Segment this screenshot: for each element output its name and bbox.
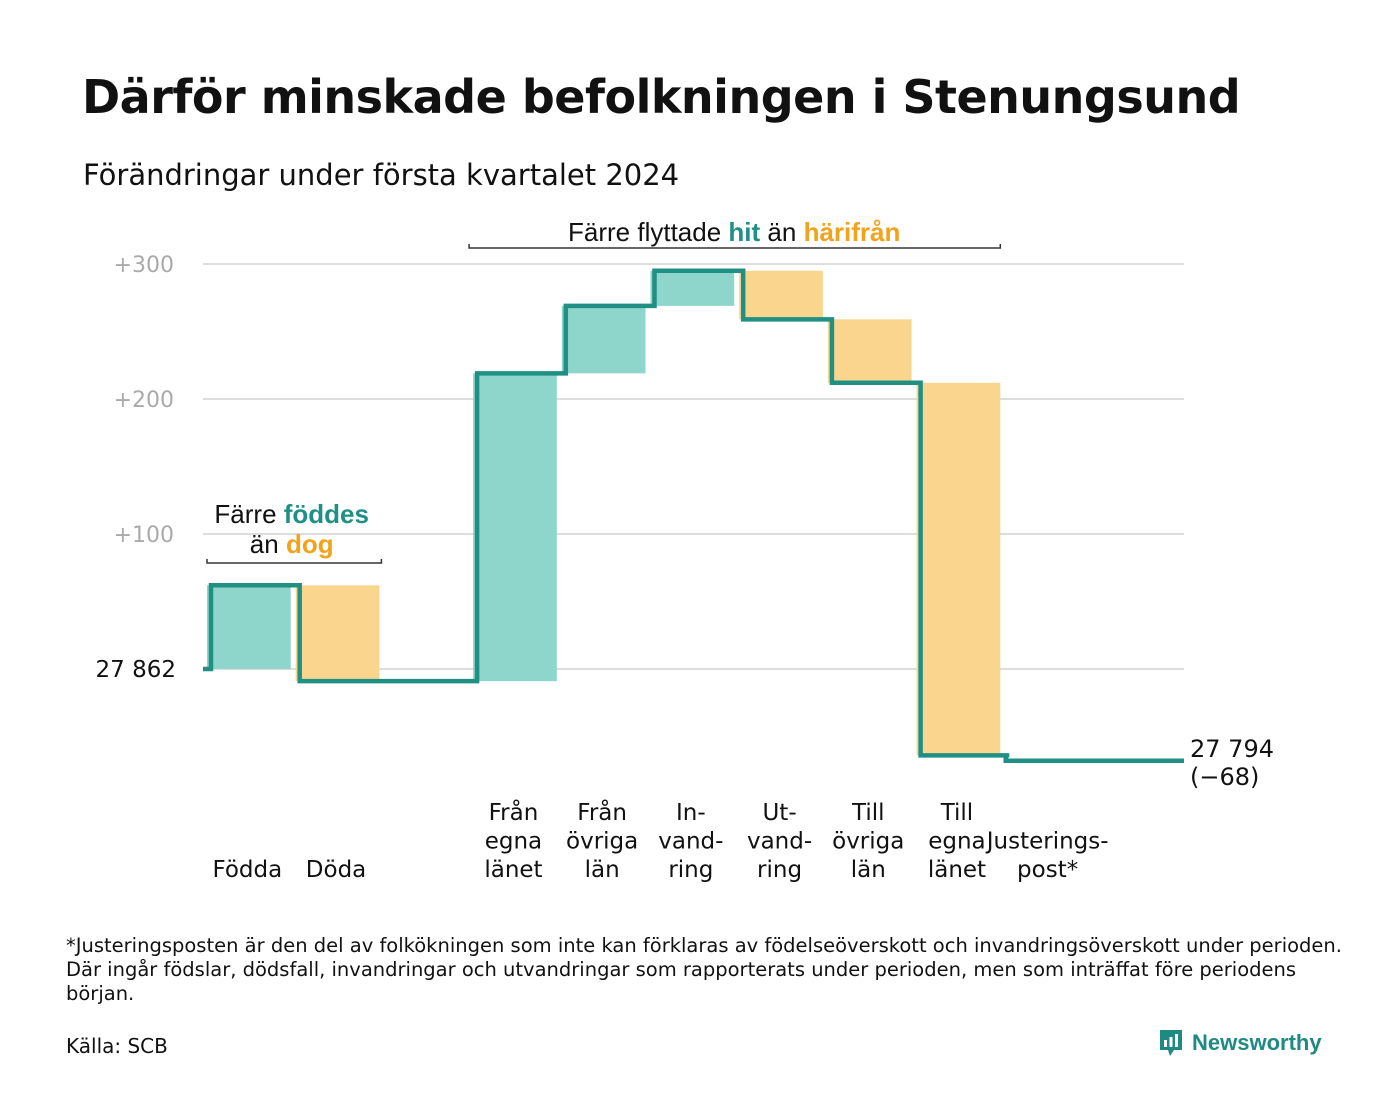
annotation-text-part: Färre flyttade xyxy=(568,217,728,247)
chart-subtitle: Förändringar under första kvartalet 2024 xyxy=(83,158,680,192)
category-label-line: Till xyxy=(940,800,974,826)
category-label: Från egna länet xyxy=(484,798,542,883)
annotation-text-part: härifrån xyxy=(804,217,901,247)
category-label-line: vand- xyxy=(747,829,812,855)
inflow-bar xyxy=(561,305,646,374)
category-label-line: län xyxy=(851,857,886,883)
category-label-line: övriga xyxy=(566,829,638,855)
category-label-line: Ut- xyxy=(762,800,796,826)
annotation-text-part: hit xyxy=(728,217,760,247)
category-label-line: ring xyxy=(668,857,713,883)
category-label-line: Justerings- xyxy=(985,829,1109,855)
newsworthy-logo-icon xyxy=(1160,1030,1182,1056)
annotation-text-part: föddes xyxy=(284,499,369,529)
y-tick-label: +300 xyxy=(114,253,174,278)
category-label-line: Från xyxy=(489,798,539,826)
inflow-bar xyxy=(650,270,735,306)
waterfall-chart: +100 +200 +300 27 862 27 794(−68) Födda Döda Fr… xyxy=(96,217,1274,884)
migration-annotation: Färre flyttade hit än härifrån xyxy=(568,217,900,247)
end-change-label: (−68) xyxy=(1190,763,1259,791)
category-label-line: Födda xyxy=(212,857,282,883)
inflow-bar xyxy=(473,373,557,682)
migration-bracket xyxy=(468,244,1002,249)
outflow-bar xyxy=(916,382,1001,756)
category-label-line: egna xyxy=(485,829,542,855)
chart-title: Därför minskade befolkningen i Stenungsu… xyxy=(82,70,1241,124)
source-label: Källa: SCB xyxy=(66,1034,168,1058)
y-tick-label: +100 xyxy=(114,523,174,548)
category-label-line: post* xyxy=(1017,857,1078,883)
running-total-line xyxy=(203,268,1184,764)
category-label: Döda xyxy=(306,857,366,883)
inflow-bar xyxy=(207,585,291,669)
category-label: Till egna länet xyxy=(928,800,986,883)
brand: Newsworthy xyxy=(1158,1028,1322,1058)
category-label-line: ring xyxy=(757,857,802,883)
footnote: *Justeringsposten är den del av folkökni… xyxy=(66,934,1342,1005)
births-deaths-annotation: Färre föddes än dog xyxy=(214,499,369,559)
annotation-text-part: än xyxy=(760,217,803,247)
category-label-line: Från xyxy=(577,798,627,826)
category-label-line: Till xyxy=(851,800,885,826)
category-label: Till övriga län xyxy=(832,800,904,883)
y-tick-label: +200 xyxy=(114,388,174,413)
category-label-line: övriga xyxy=(832,829,904,855)
end-value-label: 27 794 xyxy=(1190,735,1274,763)
category-label-line: länet xyxy=(928,857,986,883)
outflow-bar xyxy=(295,585,380,682)
category-label: Justerings-post* xyxy=(985,829,1109,884)
category-label-line: In- xyxy=(676,800,706,826)
outflow-bar xyxy=(739,270,823,320)
category-label: Ut-vand-ring xyxy=(747,800,812,883)
category-label-line: länet xyxy=(484,857,542,883)
start-value-label: 27 862 xyxy=(96,657,176,683)
brand-name: Newsworthy xyxy=(1192,1030,1322,1055)
category-label: Från övriga län xyxy=(566,798,638,883)
outflow-bar xyxy=(827,319,912,383)
category-label-line: egna xyxy=(928,829,985,855)
category-label-line: Döda xyxy=(306,857,366,883)
annotation-text-part: dog xyxy=(286,529,334,559)
category-label-line: vand- xyxy=(658,829,723,855)
category-label: Födda xyxy=(212,857,282,883)
category-label-line: län xyxy=(585,857,620,883)
births-deaths-bracket xyxy=(206,559,383,564)
annotation-text-part: än xyxy=(250,529,286,559)
category-label: In-vand-ring xyxy=(658,800,723,883)
annotation-text-part: Färre xyxy=(214,499,283,529)
